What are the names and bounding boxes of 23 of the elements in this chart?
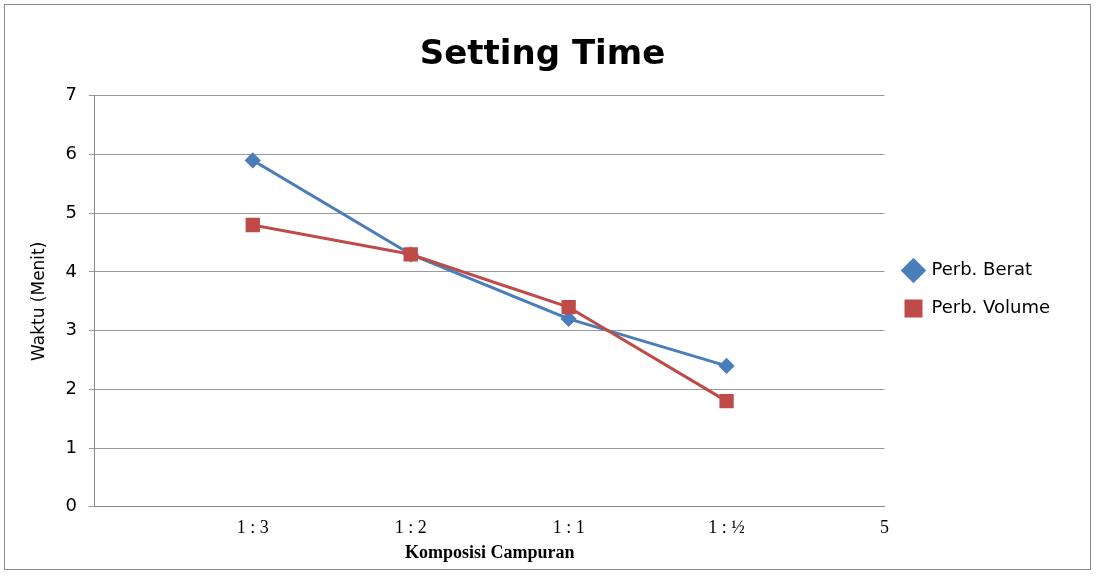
y-tick-label: 5 <box>65 200 77 222</box>
x-tick-label: 1 : 1 <box>552 517 585 538</box>
point <box>719 358 735 374</box>
x-axis-title: Komposisi Campuran <box>404 541 575 562</box>
x-tick-label: 1 : 2 <box>394 517 427 538</box>
legend-label: Perb. Berat <box>931 258 1032 280</box>
point <box>561 300 576 315</box>
y-tick-label: 7 <box>65 83 77 105</box>
point <box>245 217 260 233</box>
y-tick-label: 0 <box>65 494 77 516</box>
y-tick-label: 6 <box>65 142 77 164</box>
x-tick-label: 1 : ½ <box>708 517 745 538</box>
chart-title: Setting Time <box>419 32 666 73</box>
y-tick-label: 2 <box>65 377 77 399</box>
legend-label: Perb. Volume <box>931 296 1051 318</box>
x-tick-label: 1 : 3 <box>236 517 269 538</box>
y-axis-title: Waktu (Menit) <box>27 241 48 361</box>
y-tick-label: 3 <box>65 318 77 340</box>
y-tick-label: 1 <box>65 435 77 457</box>
point <box>719 393 734 409</box>
point <box>245 152 261 168</box>
y-tick-label: 4 <box>65 259 77 281</box>
x-tick-label: 5 <box>880 517 889 538</box>
